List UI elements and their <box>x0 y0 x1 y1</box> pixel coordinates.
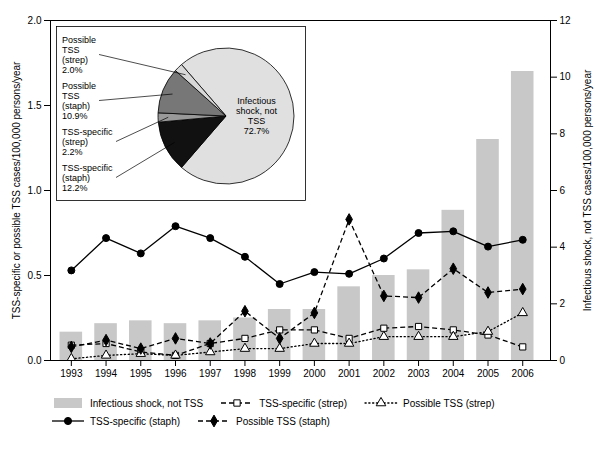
svg-text:10: 10 <box>560 71 572 82</box>
svg-text:PossibleTSS(strep)2.0%: PossibleTSS(strep)2.0% <box>62 35 96 75</box>
html-text:TSS-specific (strep): TSS-specific (strep) <box>259 397 347 409</box>
svg-text:TSS-specific(staph)12.2%: TSS-specific(staph)12.2% <box>62 163 113 193</box>
svg-text:2.0: 2.0 <box>28 15 42 26</box>
svg-text:2003: 2003 <box>407 368 430 379</box>
svg-text:1.0: 1.0 <box>28 185 42 196</box>
svg-text:0.5: 0.5 <box>28 270 42 281</box>
svg-text:2001: 2001 <box>338 368 361 379</box>
svg-text:12: 12 <box>560 15 572 26</box>
svg-text:1998: 1998 <box>234 368 257 379</box>
svg-text:2006: 2006 <box>512 368 535 379</box>
svg-text:Infectiousshock, notTSS72.7%: Infectiousshock, notTSS72.7% <box>236 96 278 136</box>
html-text:Possible TSS (staph): Possible TSS (staph) <box>236 415 330 427</box>
html-text:Possible TSS (strep): Possible TSS (strep) <box>403 397 495 409</box>
svg-text:TSS-specific(strep)2.2%: TSS-specific(strep)2.2% <box>62 127 113 157</box>
svg-text:TSS-specific or possible TSS c: TSS-specific or possible TSS cases/100,0… <box>11 61 22 319</box>
svg-text:0.0: 0.0 <box>28 355 42 366</box>
svg-text:1996: 1996 <box>164 368 187 379</box>
svg-text:0: 0 <box>560 355 566 366</box>
svg-text:2000: 2000 <box>303 368 326 379</box>
svg-text:2: 2 <box>560 298 566 309</box>
svg-text:2002: 2002 <box>373 368 396 379</box>
svg-text:1995: 1995 <box>130 368 153 379</box>
svg-text:4: 4 <box>560 241 566 252</box>
svg-text:1993: 1993 <box>60 368 83 379</box>
svg-text:6: 6 <box>560 185 566 196</box>
svg-text:PossibleTSS(staph)10.9%: PossibleTSS(staph)10.9% <box>62 81 96 121</box>
html-text:TSS-specific (staph): TSS-specific (staph) <box>90 415 180 427</box>
svg-text:8: 8 <box>560 128 566 139</box>
svg-text:2005: 2005 <box>477 368 500 379</box>
svg-text:2004: 2004 <box>442 368 465 379</box>
svg-text:1999: 1999 <box>269 368 292 379</box>
svg-text:Infectious shock, not TSS case: Infectious shock, not TSS cases/100,000 … <box>582 69 593 311</box>
svg-text:1994: 1994 <box>95 368 118 379</box>
html-text:Infectious shock, not TSS: Infectious shock, not TSS <box>90 397 204 409</box>
svg-text:1.5: 1.5 <box>28 100 42 111</box>
svg-text:1997: 1997 <box>199 368 222 379</box>
